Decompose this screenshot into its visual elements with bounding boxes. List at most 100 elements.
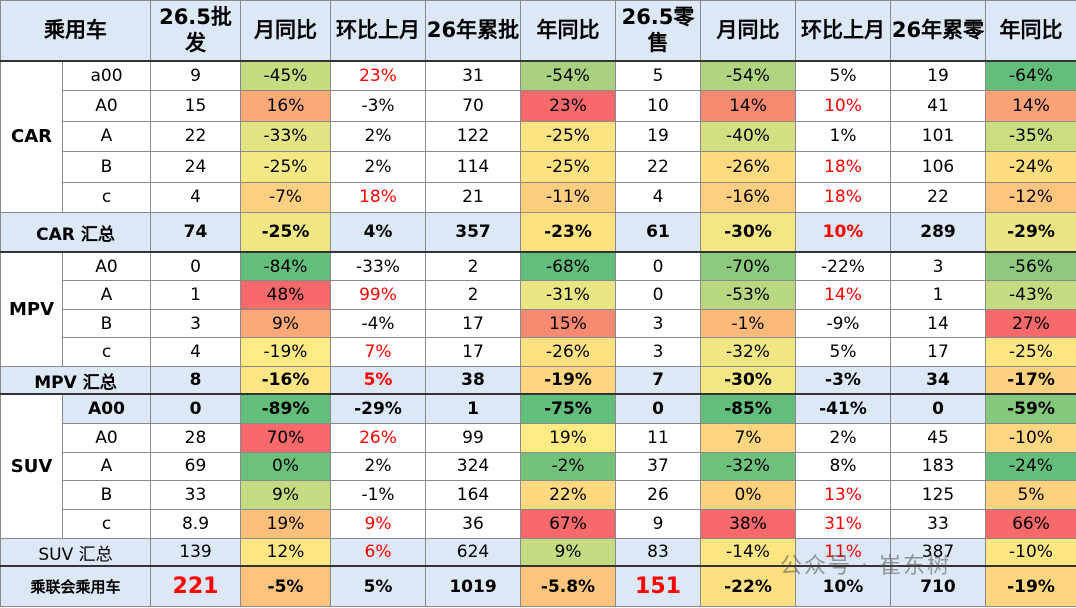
data-cell: -19% bbox=[985, 565, 1076, 607]
total-row: CAR 汇总 74 -25% 4% 357 -23% 61 -30% 10% 289 -29% bbox=[0, 211, 1076, 253]
sub-label: a00 bbox=[62, 59, 151, 92]
data-cell: 15 bbox=[150, 90, 241, 122]
data-cell: 6% bbox=[330, 537, 426, 567]
data-cell: 14% bbox=[795, 280, 891, 310]
data-cell: -41% bbox=[795, 393, 891, 424]
data-cell: -25% bbox=[240, 211, 331, 253]
data-cell: 4 bbox=[615, 181, 701, 213]
data-cell: -3% bbox=[795, 365, 891, 395]
header-cell: 26年累零 bbox=[890, 0, 986, 61]
header-cell: 26.5零售 bbox=[615, 0, 701, 61]
data-cell: -40% bbox=[700, 120, 796, 153]
sub-label: A0 bbox=[62, 251, 151, 282]
data-row: c 4 -19% 7% 17 -26% 3 -32% 5% 17 -25% bbox=[1, 337, 1076, 367]
data-cell: -70% bbox=[700, 251, 796, 282]
data-cell: 14% bbox=[985, 90, 1076, 122]
data-cell: 33 bbox=[150, 480, 241, 511]
data-cell: 19% bbox=[240, 509, 331, 539]
data-cell: -22% bbox=[795, 251, 891, 282]
data-cell: 13% bbox=[795, 480, 891, 511]
data-cell: -7% bbox=[240, 181, 331, 213]
group-label: MPV bbox=[0, 251, 63, 367]
data-cell: -5.8% bbox=[520, 565, 616, 607]
data-cell: 139 bbox=[150, 537, 241, 567]
data-cell: -16% bbox=[240, 365, 331, 395]
sub-label: A bbox=[62, 280, 151, 310]
header-cell: 乘用车 bbox=[0, 0, 151, 61]
data-cell: 8 bbox=[150, 365, 241, 395]
data-cell: -19% bbox=[240, 337, 331, 367]
data-cell: 66% bbox=[985, 509, 1076, 539]
data-cell: 45 bbox=[890, 422, 986, 453]
header-cell: 月同比 bbox=[240, 0, 331, 61]
data-row: A 69 0% 2% 324 -2% 37 -32% 8% 183 -24% bbox=[1, 451, 1076, 482]
watermark: 公众号 · 崔东树 bbox=[780, 554, 951, 579]
header-cell: 环比上月 bbox=[795, 0, 891, 61]
data-cell: -25% bbox=[520, 151, 616, 183]
data-cell: -43% bbox=[985, 280, 1076, 310]
data-cell: -59% bbox=[985, 393, 1076, 424]
data-cell: 4% bbox=[330, 211, 426, 253]
data-cell: 74 bbox=[150, 211, 241, 253]
data-cell: 26% bbox=[330, 422, 426, 453]
data-cell: 9% bbox=[240, 308, 331, 339]
data-cell: -53% bbox=[700, 280, 796, 310]
total-row: MPV 汇总 8 -16% 5% 38 -19% 7 -30% -3% 34 -17% bbox=[0, 365, 1076, 395]
data-cell: -33% bbox=[240, 120, 331, 153]
data-row: SUV A00 0 -89% -29% 1 -75% 0 -85% -41% 0 -59% bbox=[0, 393, 1076, 539]
data-cell: 9% bbox=[330, 509, 426, 539]
data-cell: -31% bbox=[520, 280, 616, 310]
data-cell: 1% bbox=[795, 120, 891, 153]
group-label: CAR bbox=[0, 59, 63, 213]
data-cell: 2% bbox=[330, 151, 426, 183]
data-cell: 2 bbox=[425, 251, 521, 282]
total-label: SUV 汇总 bbox=[0, 537, 151, 567]
data-cell: -85% bbox=[700, 393, 796, 424]
data-cell: 0 bbox=[150, 393, 241, 424]
data-cell: 387 bbox=[890, 537, 986, 567]
group-label: SUV bbox=[0, 393, 63, 539]
data-cell: 0 bbox=[615, 393, 701, 424]
data-cell: 5% bbox=[330, 565, 426, 607]
data-cell: 8.9 bbox=[150, 509, 241, 539]
header-cell: 26年累批 bbox=[425, 0, 521, 61]
data-cell: 289 bbox=[890, 211, 986, 253]
data-cell: 4 bbox=[150, 181, 241, 213]
data-cell: 1019 bbox=[425, 565, 521, 607]
data-cell: 69 bbox=[150, 451, 241, 482]
data-cell: 221 bbox=[150, 565, 241, 607]
data-cell: 67% bbox=[520, 509, 616, 539]
data-cell: -26% bbox=[700, 151, 796, 183]
data-cell: -75% bbox=[520, 393, 616, 424]
data-row: B 3 9% -4% 17 15% 3 -1% -9% 14 27% bbox=[1, 308, 1076, 339]
data-cell: 38% bbox=[700, 509, 796, 539]
data-cell: -29% bbox=[985, 211, 1076, 253]
data-row: CAR a00 9 -45% 23% 31 -54% 5 -54% 5% 19 -64% bbox=[0, 59, 1076, 213]
data-cell: -4% bbox=[330, 308, 426, 339]
data-cell: 7% bbox=[700, 422, 796, 453]
data-cell: -32% bbox=[700, 451, 796, 482]
data-cell: -30% bbox=[700, 211, 796, 253]
data-cell: 24 bbox=[150, 151, 241, 183]
data-cell: 357 bbox=[425, 211, 521, 253]
data-cell: -25% bbox=[240, 151, 331, 183]
data-cell: 9% bbox=[520, 537, 616, 567]
data-cell: 5% bbox=[985, 480, 1076, 511]
data-row: A0 28 70% 26% 99 19% 11 7% 2% 45 -10% bbox=[1, 422, 1076, 453]
data-row: B 24 -25% 2% 114 -25% 22 -26% 18% 106 -24% bbox=[1, 151, 1076, 183]
data-cell: 37 bbox=[615, 451, 701, 482]
data-cell: 83 bbox=[615, 537, 701, 567]
data-cell: 16% bbox=[240, 90, 331, 122]
grand-total-row: 乘联会乘用车 221 -5% 5% 1019 -5.8% 151 -22% 10% 710 -19% bbox=[0, 565, 1076, 607]
data-cell: 17 bbox=[425, 337, 521, 367]
data-cell: 2% bbox=[795, 422, 891, 453]
data-row: A 1 48% 99% 2 -31% 0 -53% 14% 1 -43% bbox=[1, 280, 1076, 310]
data-cell: -54% bbox=[700, 59, 796, 92]
data-cell: 5% bbox=[330, 365, 426, 395]
sub-label: B bbox=[62, 308, 151, 339]
sub-label: A00 bbox=[62, 393, 151, 424]
data-row: B 33 9% -1% 164 22% 26 0% 13% 125 5% bbox=[1, 480, 1076, 511]
data-cell: 0 bbox=[615, 280, 701, 310]
data-cell: 31% bbox=[795, 509, 891, 539]
header-cell: 环比上月 bbox=[330, 0, 426, 61]
